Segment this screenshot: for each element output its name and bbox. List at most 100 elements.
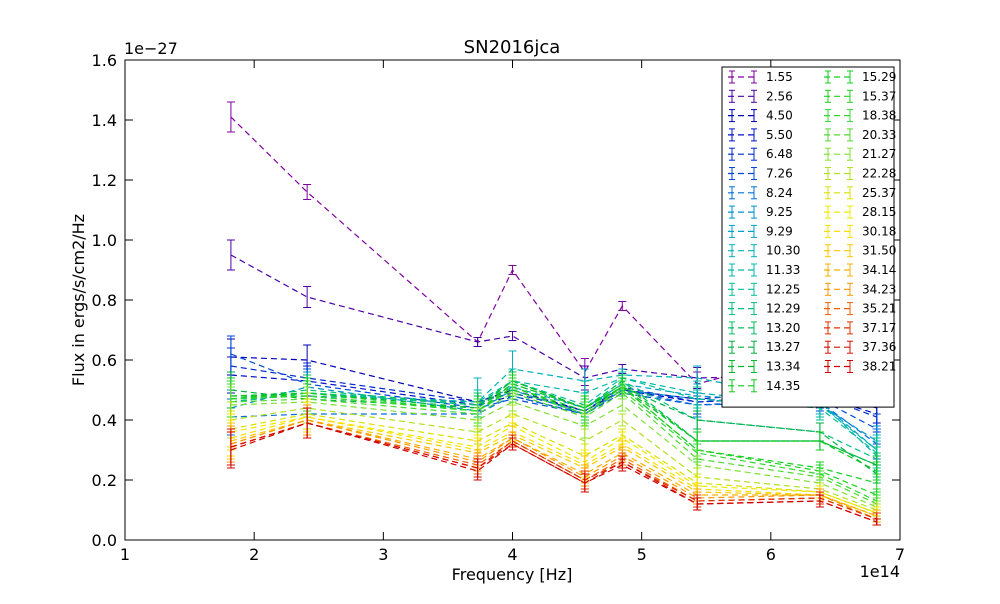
series-37.36	[226, 407, 881, 526]
chart-title: SN2016jca	[464, 37, 561, 58]
legend-item: 15.37	[824, 89, 896, 103]
legend-item: 10.30	[728, 244, 800, 258]
y-tick-label: 0.2	[92, 471, 117, 490]
legend-item: 13.20	[728, 321, 800, 335]
y-tick-label: 0.4	[92, 411, 117, 430]
axis-ticks: 1 2 3 4 5 6 7 0.0 0.2 0.4 0.6 0.8 1.0 1.2 1.4 1.6	[92, 51, 906, 564]
legend-label: 25.37	[862, 186, 896, 200]
legend-label: 11.33	[766, 263, 800, 277]
x-tick-label: 7	[895, 545, 905, 564]
legend-item: 37.17	[824, 321, 896, 335]
y-exponent-label: 1e−27	[124, 39, 178, 58]
x-tick-label: 1	[120, 545, 130, 564]
series-line	[230, 116, 877, 385]
y-tick-label: 0.6	[92, 351, 117, 370]
legend-label: 8.24	[766, 186, 793, 200]
legend-item: 25.37	[824, 186, 896, 200]
y-tick-label: 1.4	[92, 111, 117, 130]
legend-item: 2.56	[728, 89, 793, 103]
legend-item: 9.29	[728, 224, 793, 238]
x-axis-title: Frequency [Hz]	[452, 565, 573, 584]
y-tick-label: 1.6	[92, 51, 117, 70]
series-38.21	[226, 407, 881, 526]
legend-item: 15.29	[824, 70, 896, 84]
legend-item: 13.34	[728, 360, 800, 374]
legend-label: 22.28	[862, 167, 896, 181]
legend-label: 12.29	[766, 302, 800, 316]
series-22.28	[226, 392, 881, 517]
x-tick-label: 3	[378, 545, 388, 564]
y-tick-label: 0.0	[92, 531, 117, 550]
legend-item: 28.15	[824, 205, 896, 219]
x-exponent-label: 1e14	[860, 562, 900, 581]
legend-label: 38.21	[862, 360, 896, 374]
legend-item: 8.24	[728, 186, 793, 200]
legend-item: 38.21	[824, 360, 896, 374]
legend-label: 4.50	[766, 109, 793, 123]
legend-label: 28.15	[862, 205, 896, 219]
legend-label: 35.21	[862, 302, 896, 316]
series-line	[230, 380, 878, 466]
legend-label: 10.30	[766, 244, 800, 258]
legend-item: 30.18	[824, 224, 896, 238]
series-line	[230, 419, 878, 520]
legend-label: 34.23	[862, 282, 896, 296]
legend-item: 34.14	[824, 263, 896, 277]
x-tick-label: 2	[249, 545, 259, 564]
legend-label: 37.36	[862, 340, 896, 354]
legend-item: 7.26	[728, 167, 793, 181]
legend-label: 7.26	[766, 167, 793, 181]
legend-label: 31.50	[862, 244, 896, 258]
legend-label: 9.25	[766, 205, 793, 219]
series-line	[230, 413, 878, 514]
legend-item: 5.50	[728, 128, 793, 142]
series-line	[230, 401, 878, 508]
legend-item: 35.21	[824, 302, 896, 316]
legend-label: 5.50	[766, 128, 793, 142]
legend-label: 15.29	[862, 70, 896, 84]
x-tick-label: 6	[766, 545, 776, 564]
legend-label: 9.29	[766, 224, 793, 238]
legend-item: 6.48	[728, 147, 793, 161]
legend-item: 9.25	[728, 205, 793, 219]
legend-item: 12.29	[728, 302, 800, 316]
series-line	[230, 386, 877, 484]
legend-label: 2.56	[766, 89, 793, 103]
legend-label: 6.48	[766, 147, 793, 161]
x-tick-label: 4	[507, 545, 517, 564]
legend-label: 13.27	[766, 340, 800, 354]
legend-label: 18.38	[862, 109, 896, 123]
legend-item: 14.35	[728, 379, 800, 393]
legend-item: 12.25	[728, 282, 800, 296]
legend-item: 1.55	[728, 70, 793, 84]
series-line	[230, 392, 878, 505]
legend-label: 21.27	[862, 147, 896, 161]
x-tick-label: 5	[637, 545, 647, 564]
legend-label: 15.37	[862, 89, 896, 103]
legend-label: 1.55	[766, 70, 793, 84]
y-tick-label: 0.8	[92, 291, 117, 310]
legend-label: 30.18	[862, 224, 896, 238]
legend-item: 21.27	[824, 147, 896, 161]
plot-frame	[124, 59, 901, 541]
legend-item: 34.23	[824, 282, 896, 296]
legend-label: 37.17	[862, 321, 896, 335]
legend-label: 12.25	[766, 282, 800, 296]
legend-label: 13.34	[766, 360, 800, 374]
y-tick-label: 1.2	[92, 171, 117, 190]
series-34.23	[226, 404, 881, 526]
legend-box	[721, 66, 895, 408]
series-line	[230, 422, 878, 523]
series-line	[230, 383, 878, 475]
legend-item: 37.36	[824, 340, 896, 354]
y-axis-title: Flux in ergs/s/cm2/Hz	[69, 214, 88, 386]
legend-item: 13.27	[728, 340, 800, 354]
legend-label: 13.20	[766, 321, 800, 335]
legend-label: 14.35	[766, 379, 800, 393]
legend-item: 31.50	[824, 244, 896, 258]
legend-item: 4.50	[728, 109, 793, 123]
legend-label: 34.14	[862, 263, 896, 277]
legend-item: 20.33	[824, 128, 896, 142]
